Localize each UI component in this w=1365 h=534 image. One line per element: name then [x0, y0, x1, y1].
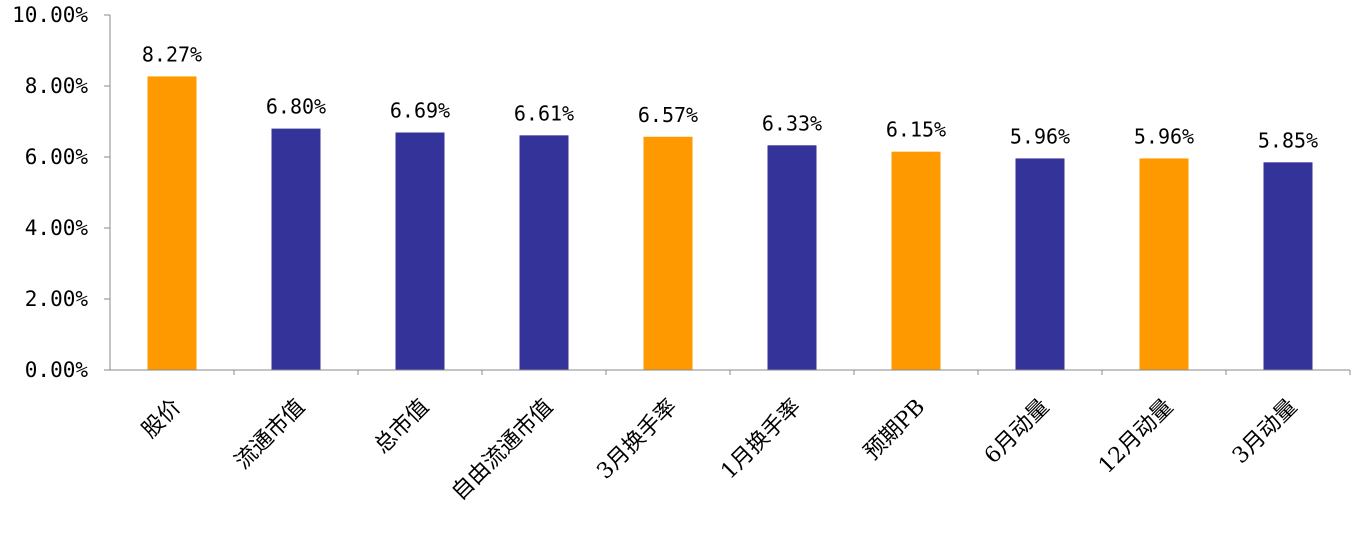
category-label: 流通市值 [230, 395, 310, 475]
category-label: 总市值 [370, 395, 434, 459]
category-label: 3月换手率 [592, 395, 682, 485]
bar-4 [519, 135, 569, 370]
data-label: 5.85% [1258, 128, 1318, 152]
data-label: 6.80% [266, 95, 326, 119]
bar-9 [1139, 158, 1189, 370]
bar-6 [767, 145, 817, 370]
bar-10 [1263, 162, 1313, 370]
category-label: 12月动量 [1094, 395, 1178, 479]
category-label: 1月换手率 [716, 395, 806, 485]
y-tick-label: 4.00% [25, 216, 89, 240]
category-label: 预期PB [860, 395, 931, 466]
data-label: 8.27% [142, 42, 202, 66]
category-label: 3月动量 [1228, 395, 1302, 469]
data-label: 6.57% [638, 103, 698, 127]
y-tick-label: 10.00% [12, 3, 88, 27]
bar-8 [1015, 158, 1065, 370]
data-label: 6.15% [886, 118, 946, 142]
bar-1 [147, 76, 197, 370]
bar-5 [643, 136, 693, 370]
data-label: 5.96% [1010, 124, 1070, 148]
category-label: 自由流通市值 [447, 395, 558, 506]
category-label: 6月动量 [980, 395, 1054, 469]
data-label: 6.69% [390, 99, 450, 123]
y-tick-label: 8.00% [25, 74, 89, 98]
data-label: 5.96% [1134, 124, 1194, 148]
category-label: 股价 [137, 395, 186, 444]
y-tick-label: 2.00% [25, 287, 89, 311]
bar-7 [891, 151, 941, 370]
y-tick-label: 6.00% [25, 145, 89, 169]
y-tick-label: 0.00% [25, 358, 89, 382]
bar-2 [271, 128, 321, 370]
data-label: 6.33% [762, 111, 822, 135]
data-label: 6.61% [514, 101, 574, 125]
bar-3 [395, 132, 445, 370]
